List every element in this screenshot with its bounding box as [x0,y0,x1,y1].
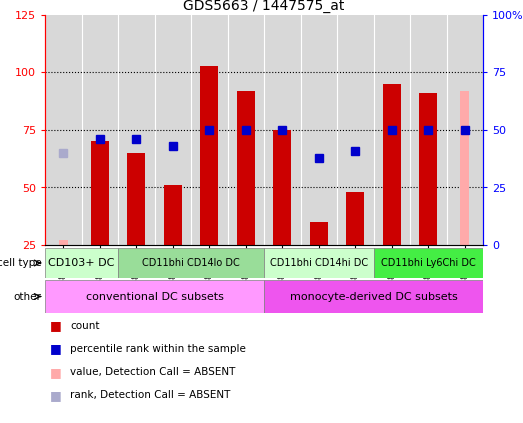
Text: cell type: cell type [0,258,41,268]
Bar [154,15,191,245]
Bar [301,15,337,245]
Bar [273,130,291,245]
Bar [191,15,228,245]
Bar [264,280,483,313]
Bar [373,248,483,278]
Text: monocyte-derived DC subsets: monocyte-derived DC subsets [290,291,458,302]
Bar [118,248,264,278]
Text: CD103+ DC: CD103+ DC [48,258,115,268]
Bar [264,15,301,245]
Bar [460,91,469,245]
Bar [410,15,447,245]
Text: ■: ■ [50,389,62,402]
Bar [373,15,410,245]
Bar [82,15,118,245]
Bar [200,66,219,245]
Text: rank, Detection Call = ABSENT: rank, Detection Call = ABSENT [70,390,231,401]
Text: CD11bhi CD14lo DC: CD11bhi CD14lo DC [142,258,240,268]
Bar [59,240,68,245]
Bar [310,222,328,245]
Text: count: count [70,321,99,331]
Bar [127,153,145,245]
Bar [337,15,373,245]
Bar [228,15,264,245]
Bar [419,93,437,245]
Bar [236,91,255,245]
Bar [45,15,82,245]
Bar [164,185,182,245]
Bar [45,280,264,313]
Bar [45,248,118,278]
Bar [383,84,401,245]
Text: other: other [14,291,41,302]
Text: ■: ■ [50,319,62,332]
Bar [118,15,154,245]
Bar [264,248,373,278]
Title: GDS5663 / 1447575_at: GDS5663 / 1447575_at [184,0,345,13]
Text: value, Detection Call = ABSENT: value, Detection Call = ABSENT [70,367,235,377]
Text: ■: ■ [50,343,62,355]
Text: ■: ■ [50,366,62,379]
Bar [90,142,109,245]
Bar [346,192,365,245]
Bar [447,15,483,245]
Text: percentile rank within the sample: percentile rank within the sample [70,344,246,354]
Text: CD11bhi Ly6Chi DC: CD11bhi Ly6Chi DC [381,258,475,268]
Text: conventional DC subsets: conventional DC subsets [86,291,223,302]
Text: CD11bhi CD14hi DC: CD11bhi CD14hi DC [270,258,368,268]
